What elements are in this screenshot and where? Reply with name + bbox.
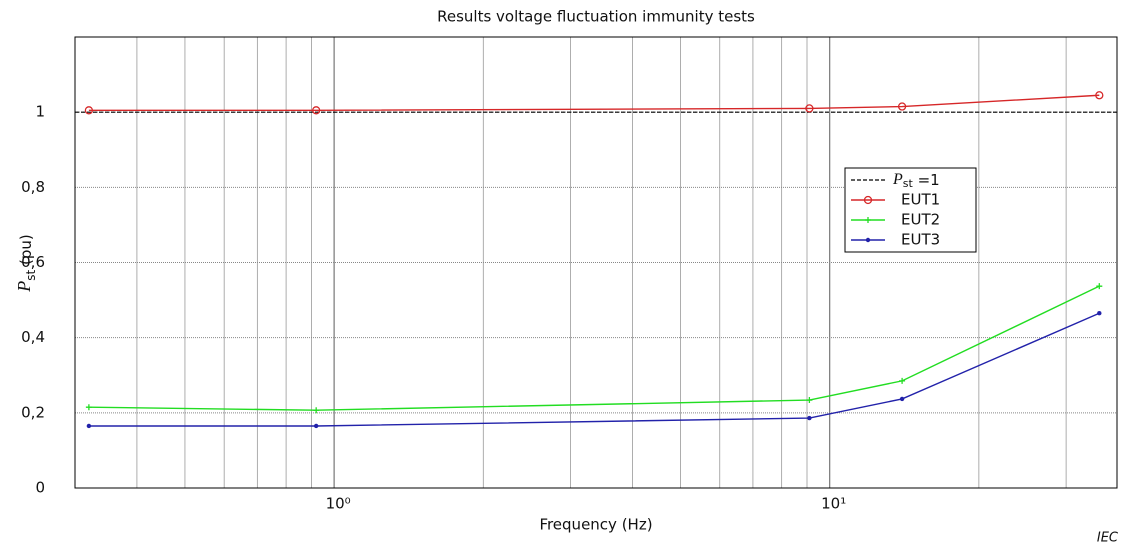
y-tick-label: 0,6: [21, 253, 45, 271]
y-tick-label: 0,8: [21, 178, 45, 196]
marker: [86, 423, 92, 429]
x-axis-label: Frequency (Hz): [539, 516, 652, 534]
y-label-rest: (pu): [17, 234, 35, 270]
marker: [805, 104, 814, 113]
legend-marker: [865, 217, 871, 223]
legend-label: Pst =1: [892, 171, 940, 191]
y-tick-label: 0: [35, 479, 45, 497]
marker: [1096, 283, 1103, 290]
marker: [807, 415, 812, 421]
marker: [84, 106, 94, 115]
legend-box: [844, 167, 977, 253]
y-tick-label: 0,4: [21, 328, 45, 346]
legend-label-rest: =1: [913, 171, 940, 189]
y-axis-label: Pst (pu): [14, 234, 37, 292]
marker: [1095, 91, 1104, 100]
marker: [313, 407, 320, 414]
marker: [899, 396, 905, 402]
chart-title: Results voltage fluctuation immunity tes…: [437, 8, 755, 26]
legend-label-main: P: [892, 171, 903, 188]
y-tick-label: 1: [35, 103, 45, 121]
marker: [85, 404, 92, 411]
legend-marker: [865, 237, 871, 243]
marker: [313, 423, 319, 429]
y-label-sub: st: [24, 269, 38, 280]
marker: [897, 102, 907, 111]
series-line: [88, 94, 1100, 111]
plot-frame: [74, 36, 1118, 489]
note: IEC: [1097, 531, 1119, 546]
legend-label: EUT1: [901, 191, 940, 209]
marker: [312, 106, 321, 115]
legend-label: EUT3: [901, 231, 940, 249]
marker: [899, 377, 906, 384]
y-label-main: P: [14, 281, 34, 293]
x-tick-label: 10¹: [821, 495, 846, 513]
marker: [806, 397, 813, 404]
legend-label: EUT2: [901, 211, 940, 229]
legend-marker: [863, 195, 873, 205]
marker: [1097, 311, 1102, 316]
legend-label-sub: st: [903, 177, 914, 190]
x-tick-label: 10⁰: [326, 495, 351, 513]
y-tick-label: 0,2: [21, 403, 45, 421]
